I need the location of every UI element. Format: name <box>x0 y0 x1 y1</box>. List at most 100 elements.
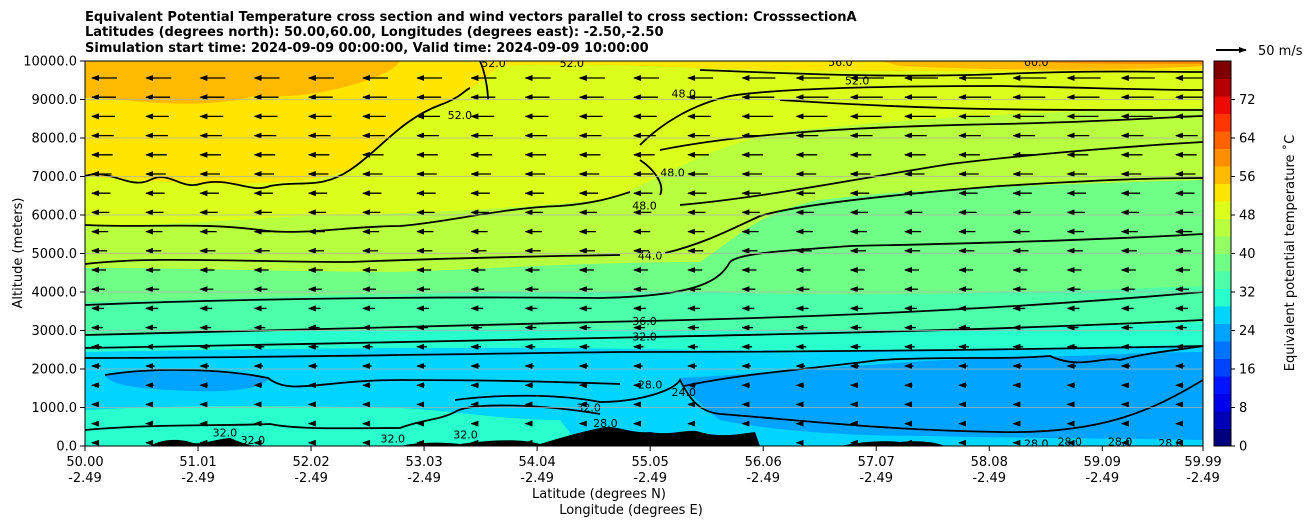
contour-label: 36.0 <box>632 315 657 328</box>
colorbar-tick-label: 64 <box>1239 132 1256 147</box>
colorbar-segment <box>1214 288 1231 307</box>
contour-labels: 52.0 52.0 52.0 56.0 52.0 60.0 48.0 48.0 48.0 44.0… <box>213 56 1183 451</box>
colorbar-tick-label: 24 <box>1239 324 1256 339</box>
contour-label: 32.0 <box>381 432 406 445</box>
colorbar-tick-label: 32 <box>1239 286 1256 301</box>
contour-line <box>779 99 1203 111</box>
contour-label: 28.0 <box>1108 435 1133 448</box>
contour-label: 32.0 <box>576 402 601 415</box>
contour-label: 28.0 <box>699 434 724 447</box>
colorbar-segment <box>1214 113 1231 132</box>
colorbar-segment <box>1214 358 1231 377</box>
x-tick-label-longitude: -2.49 <box>1186 471 1220 486</box>
contour-label: 52.0 <box>448 109 473 122</box>
contour-label: 48.0 <box>671 88 696 101</box>
x-tick-label-longitude: -2.49 <box>520 471 554 486</box>
colorbar-segment <box>1214 271 1231 289</box>
colorbar-segment <box>1214 428 1231 447</box>
y-tick-label: 5000.0 <box>32 247 78 262</box>
colorbar-segment <box>1214 78 1231 97</box>
contour-line <box>104 368 621 388</box>
y-tick-label: 7000.0 <box>32 170 78 185</box>
x-tick-label-latitude: 54.04 <box>519 455 556 470</box>
x-tick-label-latitude: 56.06 <box>745 455 782 470</box>
y-tick-label: 2000.0 <box>32 363 78 378</box>
contour-line <box>85 141 1203 233</box>
colorbar-segment <box>1214 393 1231 412</box>
colorbar-segment <box>1214 236 1231 254</box>
x-tick-label-latitude: 59.09 <box>1084 455 1121 470</box>
contour-label: 32.0 <box>213 427 238 440</box>
contour-line <box>85 404 601 431</box>
colorbar: 0 8 16 24 32 40 48 56 64 72 <box>1213 60 1256 455</box>
colorbar-tick-label: 0 <box>1239 440 1247 455</box>
colorbar-segment <box>1214 218 1231 237</box>
x-tick-label-latitude: 59.99 <box>1184 455 1221 470</box>
wind-key-label: 50 m/s <box>1258 44 1303 59</box>
x-tick-label-latitude: 57.07 <box>858 455 895 470</box>
contour-label: 52.0 <box>845 74 870 87</box>
x-tick-label-longitude: -2.49 <box>859 471 893 486</box>
x-tick-label-longitude: -2.49 <box>68 471 102 486</box>
y-tick-label: 6000.0 <box>32 209 78 224</box>
contour-label: 48.0 <box>660 167 685 180</box>
colorbar-segment <box>1214 323 1231 342</box>
x-tick-label-latitude: 58.08 <box>971 455 1008 470</box>
x-tick-label-longitude: -2.49 <box>294 471 328 486</box>
colorbar-segment <box>1214 148 1231 167</box>
x-tick-label-longitude: -2.49 <box>633 471 667 486</box>
y-tick-label: 9000.0 <box>32 93 78 108</box>
colorbar-tick-label: 72 <box>1239 93 1256 108</box>
contour-line <box>699 69 1203 77</box>
x-tick-label-longitude: -2.49 <box>181 471 215 486</box>
colorbar-segment <box>1214 341 1231 359</box>
x-tick-label-latitude: 53.03 <box>405 455 442 470</box>
contour-label: 28.0 <box>1058 435 1083 448</box>
y-axis: 0.0 1000.0 2000.0 3000.0 4000.0 5000.0 6000.0 7… <box>23 55 85 455</box>
contour-label: 24.0 <box>671 386 696 399</box>
chart-title-line-3: Simulation start time: 2024-09-09 00:00:… <box>85 41 649 56</box>
colorbar-segment <box>1214 253 1231 272</box>
x-tick-label-latitude: 55.05 <box>632 455 669 470</box>
chart-title-line-2: Latitudes (degrees north): 50.00,60.00, … <box>85 25 664 40</box>
colorbar-tick-label: 8 <box>1239 401 1247 416</box>
gridlines <box>85 99 1203 408</box>
contour-label: 32.0 <box>632 330 657 343</box>
colorbar-segment <box>1214 376 1231 394</box>
wind-vectors <box>91 75 1203 446</box>
contour-line <box>85 233 1203 306</box>
y-axis-label: Altitude (meters) <box>11 198 26 309</box>
contour-label: 60.0 <box>1024 56 1049 69</box>
contour-label: 28.0 <box>593 417 618 430</box>
contour-label: 28.0 <box>1024 438 1049 451</box>
contour-line <box>85 177 1203 265</box>
colorbar-segment <box>1214 96 1231 114</box>
x-tick-label-longitude: -2.49 <box>972 471 1006 486</box>
contour-label: 32.0 <box>241 434 266 447</box>
contour-label: 52.0 <box>481 57 506 70</box>
x-tick-label-longitude: -2.49 <box>746 471 780 486</box>
colorbar-segment <box>1214 411 1231 429</box>
colorbar-segment <box>1214 306 1231 324</box>
contour-label: 44.0 <box>638 249 663 262</box>
contour-line <box>659 115 1203 151</box>
y-tick-label: 1000.0 <box>32 401 78 416</box>
y-tick-label: 8000.0 <box>32 132 78 147</box>
contour-line <box>639 85 1203 146</box>
colorbar-tick-label: 48 <box>1239 209 1256 224</box>
chart-title-line-1: Equivalent Potential Temperature cross s… <box>85 10 857 25</box>
x-axis-label-longitude: Longitude (degrees E) <box>559 503 703 518</box>
colorbar-segment <box>1214 201 1231 219</box>
x-tick-label-latitude: 51.01 <box>179 455 216 470</box>
contour-line <box>639 159 663 196</box>
band-56-60 <box>85 61 400 104</box>
band-60-64 <box>1010 61 1203 64</box>
colorbar-segment <box>1214 131 1231 149</box>
plot-area: 52.0 52.0 52.0 56.0 52.0 60.0 48.0 48.0 48.0 44.0… <box>85 56 1203 451</box>
contour-line <box>683 345 1203 387</box>
x-tick-label-latitude: 50.00 <box>66 455 103 470</box>
contour-label: 48.0 <box>632 199 657 212</box>
contour-label: 52.0 <box>560 57 585 70</box>
colorbar-segment <box>1214 166 1231 184</box>
